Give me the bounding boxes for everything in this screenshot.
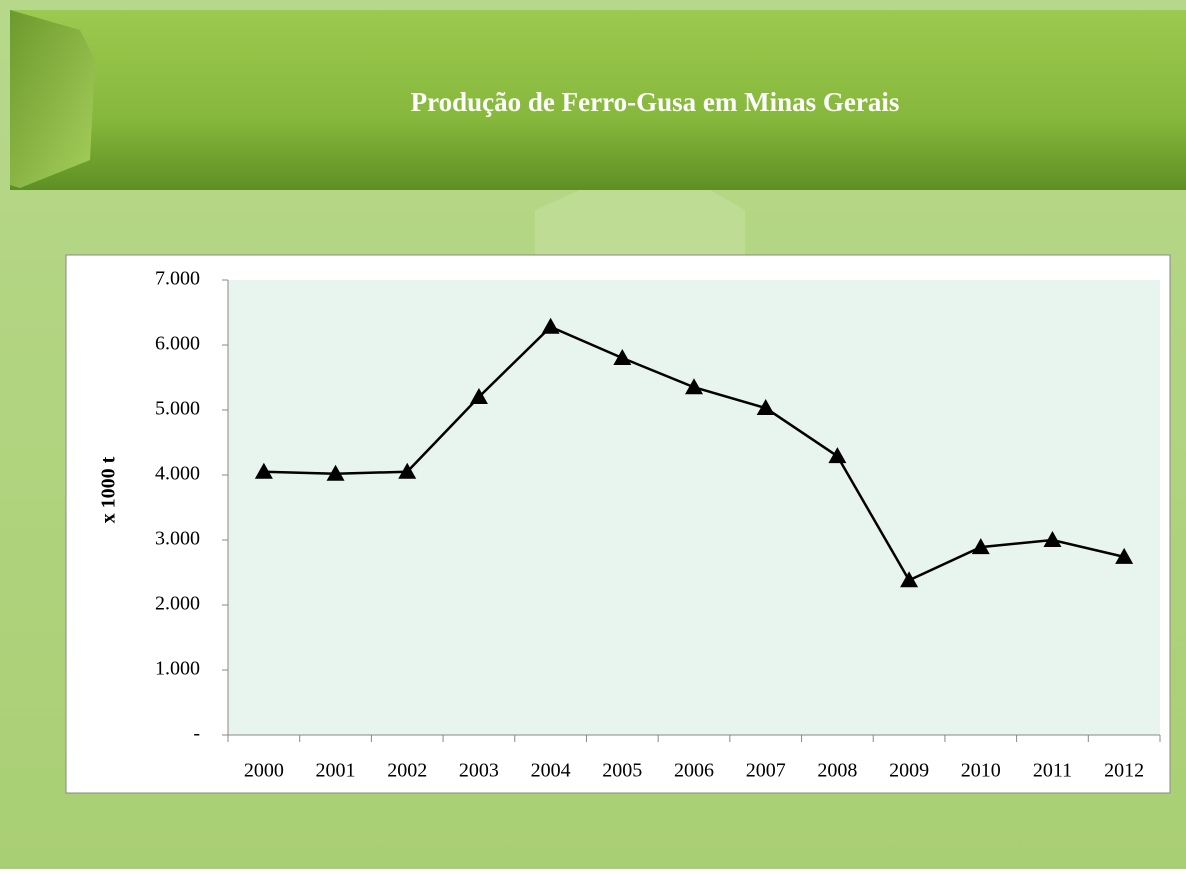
marker — [685, 378, 703, 395]
x-tick-label: 2011 — [1033, 760, 1072, 782]
marker — [398, 462, 417, 479]
x-tick-label: 2012 — [1104, 760, 1144, 782]
marker — [1043, 531, 1062, 547]
y-tick-label: 4.000 — [155, 463, 200, 485]
plot-area — [228, 280, 1160, 735]
hexagon-decoration — [10, 10, 95, 188]
x-tick-label: 2001 — [316, 760, 356, 782]
y-tick-label: 6.000 — [155, 333, 200, 355]
x-tick-label: 2000 — [244, 760, 284, 782]
y-axis-label: x 1000 t — [98, 456, 120, 523]
y-tick-label: 2.000 — [155, 593, 200, 615]
marker — [541, 317, 560, 334]
marker — [756, 399, 775, 416]
y-tick-label: - — [193, 723, 200, 745]
x-tick-label: 2002 — [387, 760, 427, 782]
chart-title: Produção de Ferro-Gusa em Minas Gerais — [411, 87, 900, 117]
x-tick-label: 2003 — [459, 760, 499, 782]
y-tick-label: 3.000 — [155, 528, 200, 550]
marker — [254, 462, 273, 479]
x-tick-label: 2009 — [889, 760, 929, 782]
marker — [828, 447, 847, 464]
x-tick-label: 2004 — [531, 760, 571, 782]
y-tick-label: 1.000 — [155, 658, 200, 680]
x-tick-label: 2007 — [746, 760, 786, 782]
x-tick-label: 2005 — [602, 760, 642, 782]
x-tick-label: 2006 — [674, 760, 714, 782]
y-tick-label: 7.000 — [155, 268, 200, 290]
hexagon-decoration — [535, 190, 745, 260]
marker — [971, 538, 990, 555]
marker — [469, 388, 488, 404]
marker — [900, 571, 919, 588]
x-tick-label: 2008 — [817, 760, 857, 782]
x-tick-label: 2010 — [961, 760, 1001, 782]
title-banner — [10, 10, 1186, 190]
y-tick-label: 5.000 — [155, 398, 200, 420]
marker — [326, 464, 345, 481]
marker — [613, 349, 632, 365]
marker — [1115, 547, 1134, 564]
